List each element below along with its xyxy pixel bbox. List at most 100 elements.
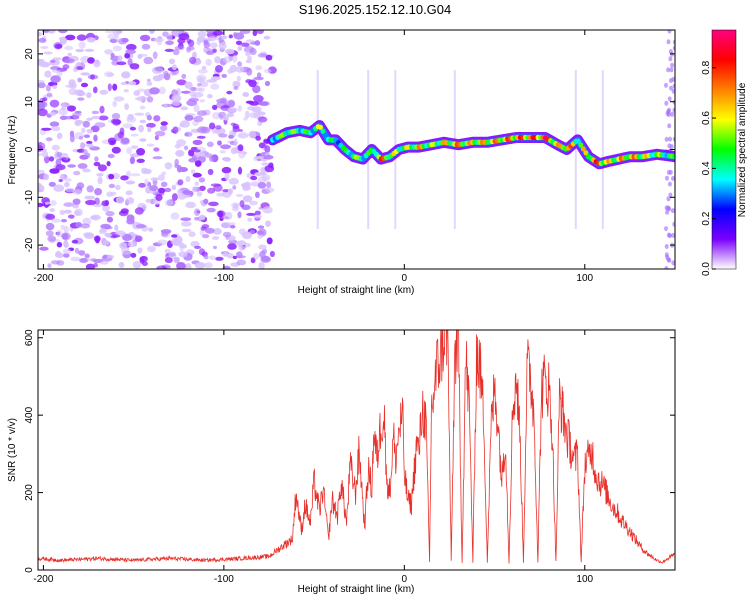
noise-blob	[96, 173, 104, 177]
noise-blob	[126, 43, 137, 51]
noise-blob	[146, 96, 154, 103]
noise-blob	[47, 30, 56, 34]
noise-blob	[666, 39, 671, 45]
noise-blob	[61, 103, 66, 111]
noise-blob	[194, 181, 200, 186]
noise-blob	[182, 167, 187, 171]
noise-blob	[106, 216, 113, 223]
x-tick-label: 100	[576, 273, 593, 284]
noise-blob	[207, 168, 214, 176]
noise-blob	[58, 179, 63, 183]
noise-blob	[194, 160, 202, 167]
noise-blob	[77, 163, 88, 169]
noise-blob	[107, 153, 115, 159]
noise-blob	[50, 75, 61, 83]
noise-blob	[256, 30, 264, 35]
colorbar-tick-label: 0.4	[701, 161, 712, 175]
noise-blob	[664, 136, 669, 142]
snr-x-axis-label: Height of straight line (km)	[298, 584, 415, 595]
noise-blob	[139, 256, 148, 262]
noise-blob	[203, 198, 209, 205]
noise-blob	[49, 168, 60, 174]
noise-blob	[242, 195, 253, 203]
noise-blob	[148, 227, 154, 232]
noise-blob	[128, 81, 137, 86]
noise-blob	[64, 178, 72, 182]
noise-blob	[93, 134, 98, 142]
noise-blob	[118, 262, 125, 268]
y-tick-label: 0	[24, 567, 35, 573]
noise-blob	[664, 205, 669, 211]
noise-blob	[184, 114, 194, 121]
noise-blob	[93, 161, 101, 167]
noise-blob	[45, 137, 53, 142]
noise-blob	[253, 214, 262, 219]
noise-blob	[82, 120, 91, 128]
colorbar-tick-label: 0.6	[701, 111, 712, 125]
noise-blob	[196, 191, 203, 197]
figure-title: S196.2025.152.12.10.G04	[298, 2, 452, 17]
noise-blob	[235, 66, 245, 73]
track-cell	[575, 138, 581, 144]
noise-blob	[174, 45, 185, 50]
noise-blob	[67, 105, 76, 112]
noise-blob	[157, 39, 163, 46]
noise-blob	[129, 153, 140, 158]
noise-blob	[248, 130, 257, 139]
noise-blob	[68, 88, 77, 96]
noise-blob	[106, 161, 111, 167]
noise-blob	[177, 179, 184, 186]
noise-blob	[177, 188, 182, 196]
noise-blob	[117, 131, 125, 139]
noise-blob	[188, 231, 196, 237]
noise-blob	[672, 136, 675, 142]
noise-blob	[236, 75, 241, 82]
noise-blob	[80, 82, 89, 88]
noise-blob	[171, 184, 177, 190]
noise-blob	[193, 208, 201, 216]
noise-blob	[257, 116, 268, 123]
noise-blob	[192, 172, 202, 178]
noise-blob	[172, 126, 179, 134]
noise-blob	[180, 106, 189, 111]
noise-blob	[136, 148, 146, 156]
noise-blob	[146, 143, 155, 147]
noise-blob	[176, 139, 187, 147]
noise-blob	[146, 78, 151, 82]
noise-blob	[147, 245, 156, 253]
noise-blob	[93, 60, 101, 68]
noise-blob	[247, 56, 253, 61]
noise-blob	[258, 244, 267, 250]
noise-blob	[164, 257, 173, 264]
noise-blob	[178, 242, 185, 249]
noise-blob	[199, 151, 206, 157]
noise-blob	[237, 132, 249, 139]
noise-blob	[130, 133, 139, 137]
noise-blob	[269, 250, 275, 258]
noise-blob	[257, 233, 264, 239]
noise-blob	[196, 39, 201, 46]
noise-blob	[45, 84, 51, 92]
noise-blob	[665, 175, 669, 181]
noise-blob	[86, 144, 94, 148]
noise-blob	[104, 71, 114, 78]
noise-blob	[227, 107, 238, 113]
noise-blob	[255, 135, 261, 141]
noise-blob	[149, 185, 159, 192]
noise-blob	[235, 40, 243, 45]
noise-blob	[198, 87, 206, 93]
noise-blob	[85, 263, 95, 269]
noise-blob	[120, 137, 130, 144]
noise-blob	[139, 34, 151, 42]
noise-blob	[212, 228, 222, 235]
noise-blob	[220, 35, 228, 40]
noise-blob	[97, 176, 103, 185]
colorbar-tick-label: 0.8	[701, 60, 712, 74]
noise-blob	[193, 115, 204, 123]
noise-blob	[194, 245, 201, 249]
noise-blob	[204, 262, 213, 269]
noise-blob	[51, 126, 61, 132]
noise-blob	[91, 115, 100, 120]
noise-blob	[98, 115, 109, 121]
noise-blob	[668, 136, 673, 142]
